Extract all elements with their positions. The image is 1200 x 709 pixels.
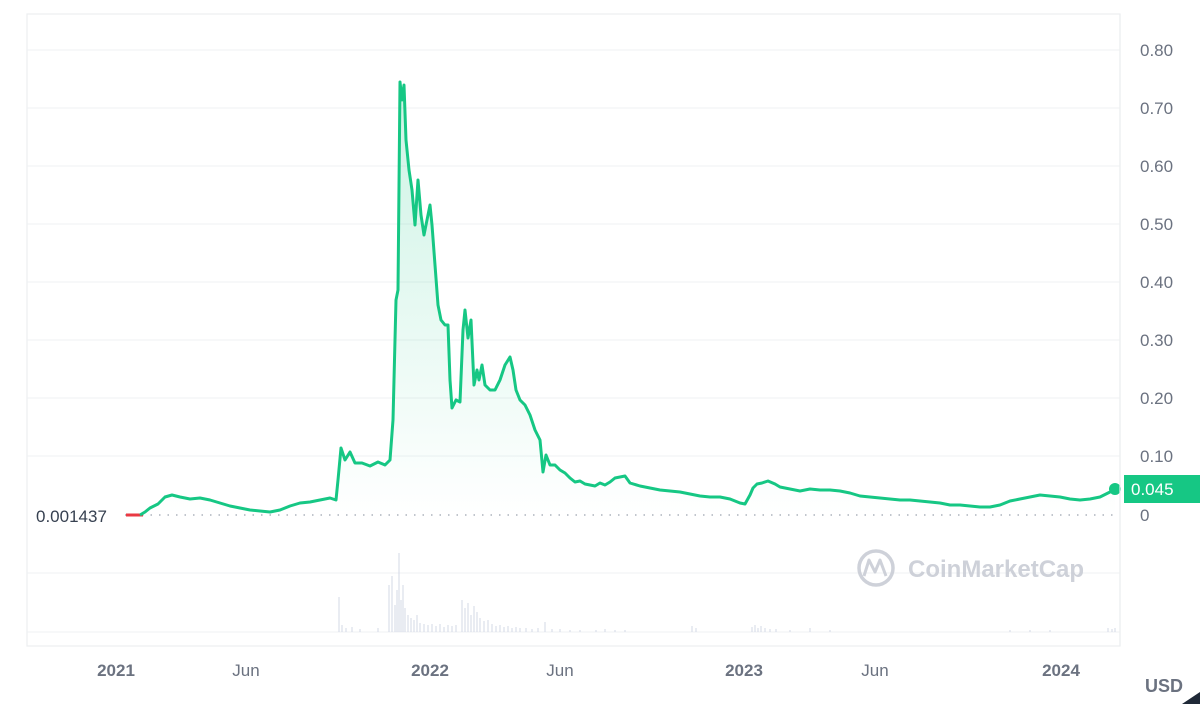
x-tick-label: Jun [861,661,888,680]
x-tick-label: 2023 [725,661,763,680]
y-tick-label: 0.10 [1140,447,1173,466]
y-tick-label: 0.20 [1140,389,1173,408]
y-tick-label: 0.60 [1140,157,1173,176]
current-price-label: 0.045 [1131,480,1174,499]
coinmarketcap-watermark: CoinMarketCap [857,549,1084,587]
watermark-text: CoinMarketCap [908,556,1084,583]
current-price-badge: 0.045 [1124,475,1200,503]
y-tick-label: 0.80 [1140,41,1173,60]
gridlines [27,49,1120,633]
volume-bars [338,553,1116,632]
x-tick-label: 2021 [97,661,135,680]
x-axis-labels: 2021 Jun 2022 Jun 2023 Jun 2024 [97,661,1080,680]
x-tick-label: Jun [546,661,573,680]
price-area [140,82,1115,515]
x-tick-label: Jun [232,661,259,680]
current-price-badge-bg [1124,475,1200,503]
plot-frame [26,13,1121,647]
y-tick-label: 0.50 [1140,215,1173,234]
currency-unit-label: USD [1145,676,1183,696]
x-tick-label: 2022 [411,661,449,680]
start-price-label: 0.001437 [36,507,107,526]
price-line [139,80,1116,517]
y-tick-label: 0.30 [1140,331,1173,350]
coinmarketcap-logo-icon [857,549,895,587]
y-tick-label: 0.40 [1140,273,1173,292]
y-axis-labels: 0.80 0.70 0.60 0.50 0.40 0.30 0.20 0.10 … [1140,41,1173,525]
current-price-dot [1109,483,1121,495]
y-tick-label: 0 [1140,506,1149,525]
corner-decoration [1182,692,1200,704]
x-tick-label: 2024 [1042,661,1080,680]
y-tick-label: 0.70 [1140,99,1173,118]
